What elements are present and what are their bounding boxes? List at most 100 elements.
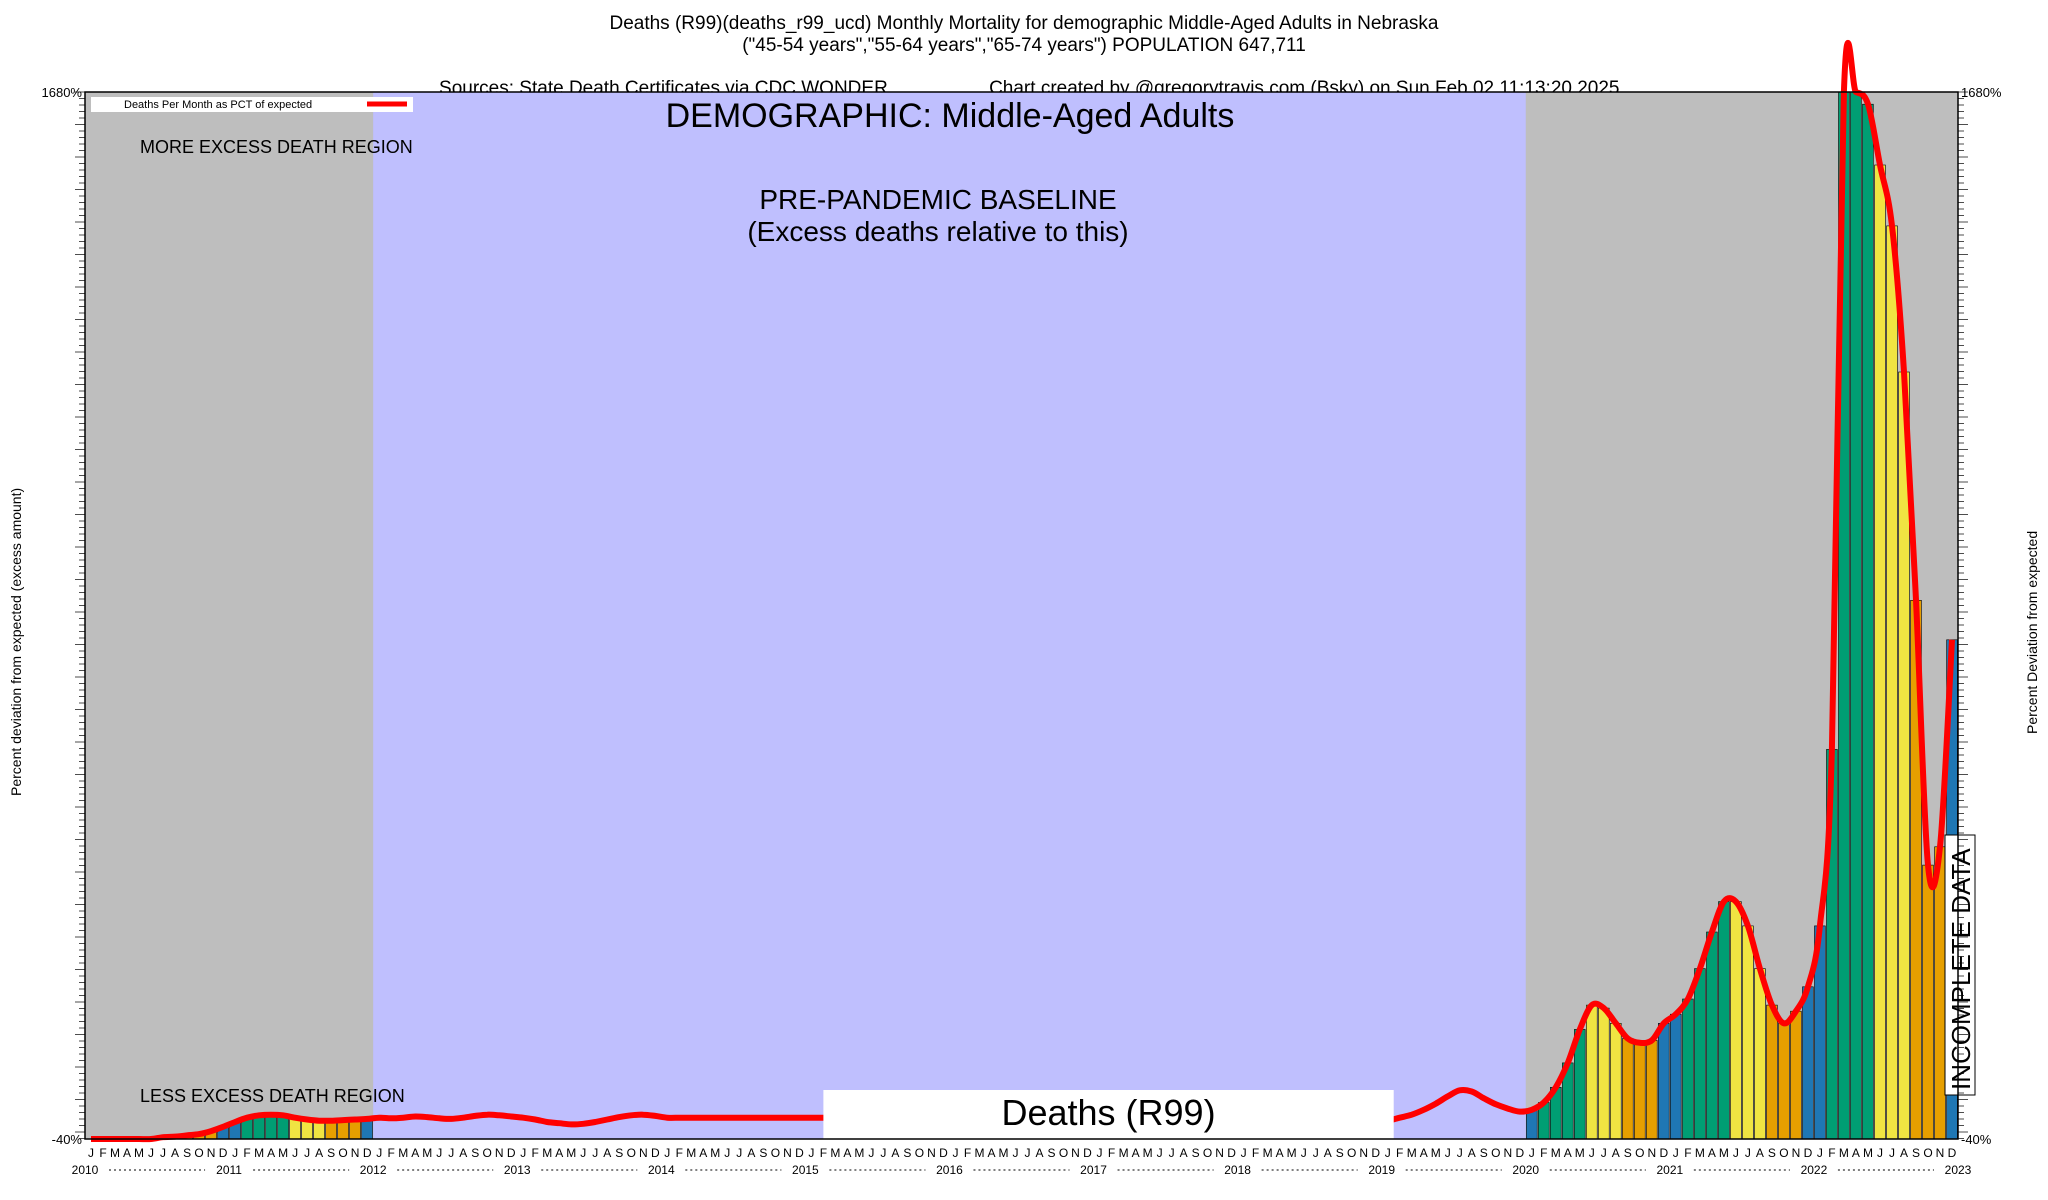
bar-month-133 <box>1682 998 1694 1140</box>
x-month-label: F <box>1396 1146 1403 1160</box>
x-month-label: O <box>1923 1146 1932 1160</box>
x-month-label: J <box>736 1146 742 1160</box>
x-month-label: M <box>542 1146 552 1160</box>
x-month-label: J <box>376 1146 382 1160</box>
x-month-label: A <box>699 1146 707 1160</box>
x-month-label: F <box>1828 1146 1835 1160</box>
x-month-label: A <box>1132 1146 1140 1160</box>
x-month-label: J <box>448 1146 454 1160</box>
x-month-label: O <box>1203 1146 1212 1160</box>
x-month-label: N <box>1359 1146 1368 1160</box>
x-month-label: A <box>1035 1146 1043 1160</box>
x-month-label: N <box>495 1146 504 1160</box>
incomplete-data-label: INCOMPLETE DATA <box>1946 848 1976 1090</box>
x-month-label: J <box>1301 1146 1307 1160</box>
chart-title-line2: ("45-54 years","55-64 years","65-74 year… <box>742 35 1306 56</box>
x-month-label: M <box>1263 1146 1273 1160</box>
x-month-label: M <box>398 1146 408 1160</box>
x-month-label: M <box>830 1146 840 1160</box>
x-month-label: A <box>1180 1146 1188 1160</box>
x-month-label: M <box>1695 1146 1705 1160</box>
bar-month-131 <box>1658 1022 1670 1140</box>
x-month-label: A <box>1564 1146 1572 1160</box>
x-year-label: 2010 <box>72 1163 99 1177</box>
bar-month-132 <box>1670 1013 1682 1140</box>
bar-month-142 <box>1790 1010 1802 1140</box>
x-month-label: F <box>676 1146 683 1160</box>
x-month-label: S <box>1768 1146 1776 1160</box>
x-month-label: J <box>436 1146 442 1160</box>
x-year-label: 2023 <box>1945 1163 1972 1177</box>
y-tick-label-top-left: 1680% <box>42 85 83 100</box>
legend-box <box>91 97 413 112</box>
x-month-label: M <box>566 1146 576 1160</box>
x-month-label: F <box>532 1146 539 1160</box>
x-month-label: D <box>219 1146 228 1160</box>
bar-month-128 <box>1622 1038 1634 1140</box>
x-month-label: J <box>1673 1146 1679 1160</box>
y-tick-label-top-right: 1680% <box>1961 85 2002 100</box>
x-month-label: J <box>1241 1146 1247 1160</box>
x-month-label: F <box>1540 1146 1547 1160</box>
x-month-label: J <box>1385 1146 1391 1160</box>
x-month-label: M <box>422 1146 432 1160</box>
x-month-label: J <box>1025 1146 1031 1160</box>
x-month-label: J <box>1817 1146 1823 1160</box>
bar-month-154 <box>1934 846 1946 1140</box>
bar-month-135 <box>1706 931 1718 1140</box>
x-month-label: A <box>843 1146 851 1160</box>
x-month-label: N <box>207 1146 216 1160</box>
x-month-label: J <box>592 1146 598 1160</box>
bar-month-137 <box>1730 901 1742 1140</box>
x-month-label: J <box>1169 1146 1175 1160</box>
x-month-label: M <box>254 1146 264 1160</box>
x-month-label: N <box>1071 1146 1080 1160</box>
bar-month-138 <box>1742 925 1754 1140</box>
bar-month-15 <box>265 1114 277 1140</box>
x-year-label: 2017 <box>1080 1163 1107 1177</box>
x-month-label: S <box>1336 1146 1344 1160</box>
baseline-region <box>373 92 1526 1139</box>
x-month-label: D <box>1227 1146 1236 1160</box>
bar-month-141 <box>1778 1022 1790 1140</box>
chart-title-line1: Deaths (R99)(deaths_r99_ucd) Monthly Mor… <box>609 13 1439 34</box>
x-month-label: N <box>783 1146 792 1160</box>
bar-month-140 <box>1766 1004 1778 1140</box>
x-month-label: F <box>820 1146 827 1160</box>
x-month-label: M <box>1119 1146 1129 1160</box>
x-month-label: A <box>987 1146 995 1160</box>
x-month-label: A <box>123 1146 131 1160</box>
more-excess-label: MORE EXCESS DEATH REGION <box>140 137 413 157</box>
bar-month-147 <box>1850 91 1862 1140</box>
x-month-label: S <box>1624 1146 1632 1160</box>
x-month-label: J <box>1877 1146 1883 1160</box>
x-month-label: F <box>243 1146 250 1160</box>
bar-month-143 <box>1802 986 1814 1140</box>
x-month-label: J <box>1313 1146 1319 1160</box>
x-month-label: J <box>1601 1146 1607 1160</box>
x-year-label: 2014 <box>648 1163 675 1177</box>
x-month-label: M <box>1287 1146 1297 1160</box>
x-month-label: D <box>1804 1146 1813 1160</box>
x-month-label: J <box>664 1146 670 1160</box>
x-month-label: N <box>1647 1146 1656 1160</box>
x-month-label: F <box>1108 1146 1115 1160</box>
x-month-label: F <box>99 1146 106 1160</box>
x-month-label: A <box>603 1146 611 1160</box>
x-year-label: 2016 <box>936 1163 963 1177</box>
x-month-label: J <box>724 1146 730 1160</box>
x-month-label: J <box>1097 1146 1103 1160</box>
bar-month-149 <box>1874 164 1886 1140</box>
x-month-label: A <box>1612 1146 1620 1160</box>
x-month-label: D <box>507 1146 516 1160</box>
x-month-label: F <box>1252 1146 1259 1160</box>
x-year-label: 2018 <box>1224 1163 1251 1177</box>
bar-month-126 <box>1598 1007 1610 1140</box>
x-month-label: O <box>627 1146 636 1160</box>
x-month-label: J <box>88 1146 94 1160</box>
x-month-label: J <box>520 1146 526 1160</box>
x-month-label: A <box>171 1146 179 1160</box>
x-month-label: M <box>1575 1146 1585 1160</box>
x-month-label: J <box>880 1146 886 1160</box>
